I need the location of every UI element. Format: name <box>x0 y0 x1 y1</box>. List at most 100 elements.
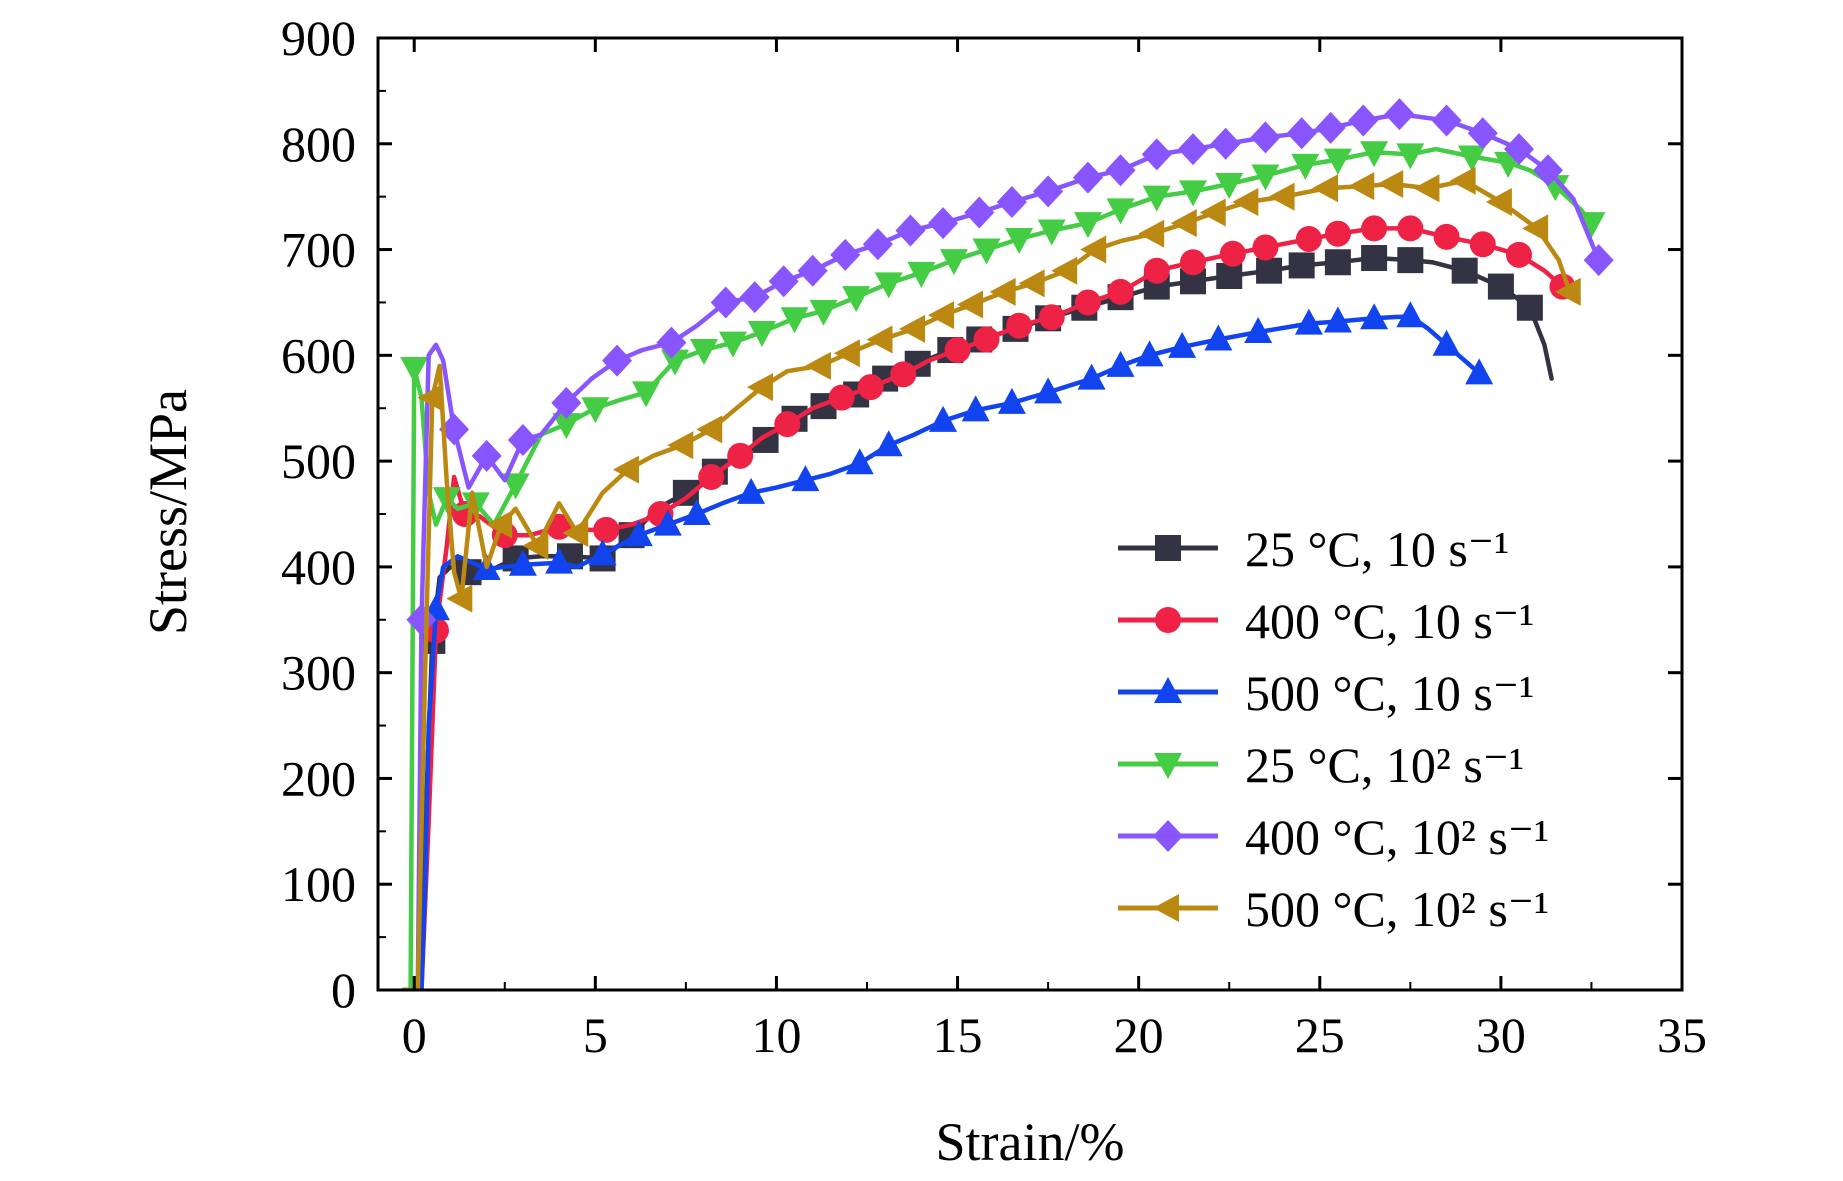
legend-swatch-marker <box>1155 607 1181 633</box>
data-point <box>1506 241 1532 268</box>
data-point <box>1485 187 1512 216</box>
data-point <box>1074 289 1101 316</box>
data-point <box>1384 98 1415 131</box>
x-tick-label: 5 <box>583 1007 608 1063</box>
data-point <box>1179 180 1207 207</box>
data-point <box>551 386 582 419</box>
data-point <box>1006 312 1033 339</box>
data-point <box>899 314 926 343</box>
data-point <box>1251 164 1280 191</box>
data-point <box>1467 117 1498 150</box>
y-tick-label: 400 <box>281 539 356 595</box>
series-layer <box>400 98 1614 990</box>
data-point <box>1413 174 1440 203</box>
data-point <box>797 254 828 287</box>
data-point <box>890 361 917 388</box>
x-tick-label: 35 <box>1657 1007 1707 1063</box>
y-tick-label: 700 <box>281 222 356 278</box>
data-point <box>929 405 958 432</box>
data-point <box>1324 220 1351 247</box>
data-point <box>1168 331 1197 358</box>
data-point <box>1291 153 1320 180</box>
legend-label: 25 °C, 10² s⁻¹ <box>1245 737 1524 793</box>
data-point <box>581 397 610 424</box>
data-point <box>747 321 776 348</box>
data-point <box>1178 133 1208 166</box>
data-point <box>774 411 801 438</box>
data-point <box>471 439 502 472</box>
data-point <box>737 477 766 504</box>
data-point <box>522 531 549 560</box>
data-point <box>874 272 903 299</box>
data-point <box>1219 240 1246 267</box>
data-point <box>1469 231 1496 258</box>
data-point <box>907 261 936 288</box>
data-point <box>1244 317 1273 344</box>
x-axis-title: Strain/% <box>936 1112 1125 1172</box>
data-point <box>972 238 1001 265</box>
data-point <box>588 539 617 566</box>
series-5 <box>401 98 1614 990</box>
data-point <box>874 430 903 457</box>
data-point <box>1516 294 1543 321</box>
series-line <box>401 146 1594 990</box>
data-point <box>1106 198 1135 225</box>
data-point <box>804 351 831 380</box>
legend: 25 °C, 10 s⁻¹ 400 °C, 10 s⁻¹ 500 °C, 10 s⁻… <box>1118 521 1549 937</box>
data-point <box>501 473 530 500</box>
data-point <box>1312 174 1339 203</box>
data-point <box>1105 154 1136 187</box>
data-point <box>612 455 639 484</box>
legend-item: 500 °C, 10² s⁻¹ <box>1118 881 1549 937</box>
data-point <box>1180 249 1206 276</box>
data-point <box>828 384 855 411</box>
data-point <box>1360 303 1389 330</box>
series-2 <box>401 215 1576 990</box>
data-point <box>1288 252 1315 279</box>
data-point <box>1348 104 1379 137</box>
y-tick-label: 500 <box>281 433 356 489</box>
data-point <box>661 349 690 376</box>
x-tick-label: 20 <box>1114 1007 1164 1063</box>
x-tick-label: 30 <box>1476 1007 1526 1063</box>
data-point <box>1504 133 1534 166</box>
data-point <box>791 465 820 492</box>
data-point <box>1377 169 1404 198</box>
data-point <box>696 415 723 444</box>
data-point <box>593 516 620 543</box>
legend-swatch-marker <box>1153 820 1183 852</box>
data-point <box>1361 245 1388 272</box>
data-point <box>1286 117 1317 150</box>
data-point <box>928 301 955 330</box>
y-axis-title: Stress/MPa <box>138 389 198 635</box>
data-point <box>1210 127 1241 160</box>
legend-label: 500 °C, 10² s⁻¹ <box>1245 881 1549 937</box>
data-point <box>866 325 893 354</box>
data-point <box>1583 244 1614 277</box>
data-point <box>1522 214 1549 243</box>
data-point <box>1252 234 1279 261</box>
data-point <box>439 413 470 446</box>
legend-item: 25 °C, 10 s⁻¹ <box>1118 521 1509 577</box>
data-point <box>1232 187 1259 216</box>
data-point <box>682 499 711 525</box>
legend-swatch-marker <box>1154 677 1182 703</box>
x-tick-label: 0 <box>402 1007 427 1063</box>
series-line <box>401 178 1572 990</box>
data-point <box>1080 235 1107 264</box>
data-point <box>545 547 574 574</box>
y-tick-label: 300 <box>281 645 356 701</box>
data-point <box>727 442 754 469</box>
data-point <box>1315 111 1346 144</box>
data-point <box>417 383 444 412</box>
data-point <box>667 431 694 460</box>
data-point <box>690 339 718 366</box>
data-point <box>1396 143 1425 170</box>
data-point <box>1141 138 1172 171</box>
data-point <box>1018 269 1045 298</box>
data-point <box>857 374 884 401</box>
data-point <box>1431 104 1462 137</box>
data-point <box>1037 219 1066 246</box>
legend-swatch-marker <box>1155 535 1181 561</box>
data-point <box>400 357 429 384</box>
